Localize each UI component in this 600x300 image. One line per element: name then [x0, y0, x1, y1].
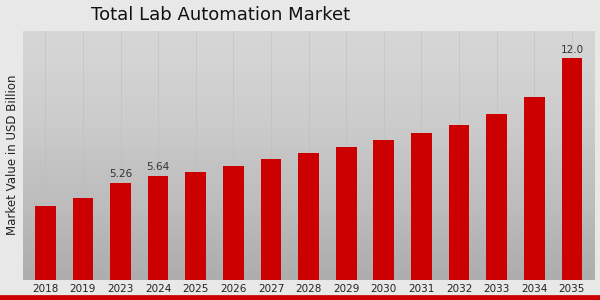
Text: 12.0: 12.0	[560, 45, 583, 55]
Text: 5.64: 5.64	[146, 162, 170, 172]
Bar	[298, 153, 319, 280]
Bar	[260, 159, 281, 280]
Text: 5.26: 5.26	[109, 169, 132, 179]
Bar	[373, 140, 394, 280]
Bar	[110, 183, 131, 280]
Y-axis label: Market Value in USD Billion: Market Value in USD Billion	[5, 75, 19, 236]
Text: Total Lab Automation Market: Total Lab Automation Market	[91, 6, 350, 24]
Bar	[73, 199, 93, 280]
Bar	[562, 58, 582, 280]
Bar	[35, 206, 56, 280]
Bar	[449, 125, 469, 280]
Bar	[223, 166, 244, 280]
Bar	[524, 97, 545, 280]
Bar	[336, 147, 356, 280]
Bar	[148, 176, 169, 280]
Bar	[411, 133, 432, 280]
Bar	[487, 114, 507, 280]
Bar	[185, 172, 206, 280]
